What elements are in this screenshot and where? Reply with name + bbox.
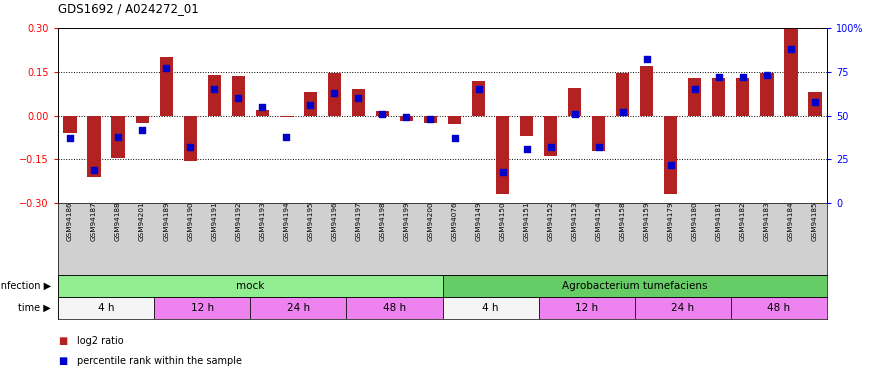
Point <box>640 57 654 63</box>
Bar <box>346 297 442 319</box>
Point <box>519 146 534 152</box>
Point <box>592 144 606 150</box>
Bar <box>58 297 154 319</box>
Bar <box>712 78 726 116</box>
Bar <box>351 89 365 116</box>
Bar <box>208 75 221 116</box>
Text: 4 h: 4 h <box>98 303 114 313</box>
Bar <box>635 297 731 319</box>
Point <box>496 168 510 174</box>
Bar <box>496 116 509 194</box>
Bar <box>689 78 702 116</box>
Bar <box>400 116 413 122</box>
Bar <box>424 116 437 123</box>
Point <box>351 95 366 101</box>
Bar <box>664 116 677 194</box>
Bar <box>64 116 77 133</box>
Bar <box>442 275 827 297</box>
Bar <box>232 76 245 116</box>
Point <box>207 86 221 92</box>
Bar <box>539 297 635 319</box>
Bar <box>256 110 269 116</box>
Text: log2 ratio: log2 ratio <box>78 336 124 346</box>
Point <box>255 104 269 110</box>
Text: GDS1692 / A024272_01: GDS1692 / A024272_01 <box>58 2 199 15</box>
Point <box>327 90 342 96</box>
Point <box>472 86 486 92</box>
Bar <box>784 28 797 116</box>
Text: mock: mock <box>236 281 265 291</box>
Text: 24 h: 24 h <box>671 303 695 313</box>
Point <box>375 111 389 117</box>
Bar <box>448 116 461 124</box>
Bar <box>736 78 750 116</box>
Point <box>808 99 822 105</box>
Text: infection ▶: infection ▶ <box>0 281 51 291</box>
Point <box>87 167 101 173</box>
Bar <box>592 116 605 150</box>
Text: 48 h: 48 h <box>767 303 790 313</box>
Point <box>735 74 750 80</box>
Text: ■: ■ <box>58 356 67 366</box>
Point <box>111 134 125 140</box>
Text: 12 h: 12 h <box>190 303 214 313</box>
Text: percentile rank within the sample: percentile rank within the sample <box>78 356 242 366</box>
Point <box>616 109 630 115</box>
Text: 4 h: 4 h <box>482 303 499 313</box>
Point <box>712 74 726 80</box>
Point <box>183 144 197 150</box>
Bar <box>616 73 629 116</box>
Point <box>135 126 150 132</box>
Bar <box>568 88 581 116</box>
Bar <box>280 116 293 117</box>
Text: Agrobacterium tumefaciens: Agrobacterium tumefaciens <box>562 281 707 291</box>
Bar <box>731 297 827 319</box>
Point <box>279 134 293 140</box>
Point <box>423 116 437 122</box>
Point <box>760 72 774 78</box>
Bar <box>327 73 341 116</box>
Bar <box>58 275 442 297</box>
Point <box>448 135 462 141</box>
Point <box>664 162 678 168</box>
Point <box>399 114 413 120</box>
Bar <box>135 116 149 123</box>
Bar <box>376 111 389 116</box>
Text: ■: ■ <box>58 336 67 346</box>
Point <box>231 95 245 101</box>
Bar <box>183 116 196 161</box>
Bar <box>159 57 173 116</box>
Bar <box>640 66 653 116</box>
Text: 48 h: 48 h <box>383 303 406 313</box>
Point <box>159 65 173 71</box>
Bar <box>442 297 539 319</box>
Bar <box>250 297 346 319</box>
Point <box>567 111 581 117</box>
Bar <box>544 116 558 156</box>
Bar <box>154 297 250 319</box>
Bar <box>760 73 773 116</box>
Bar <box>112 116 125 158</box>
Text: 24 h: 24 h <box>287 303 310 313</box>
Bar <box>808 92 821 116</box>
Point <box>63 135 77 141</box>
Text: time ▶: time ▶ <box>19 303 51 313</box>
Point <box>688 86 702 92</box>
Point <box>784 46 798 52</box>
Bar <box>88 116 101 177</box>
Bar <box>304 92 317 116</box>
Point <box>304 102 318 108</box>
Point <box>543 144 558 150</box>
Bar <box>472 81 485 116</box>
Text: 12 h: 12 h <box>575 303 598 313</box>
Bar <box>520 116 534 136</box>
